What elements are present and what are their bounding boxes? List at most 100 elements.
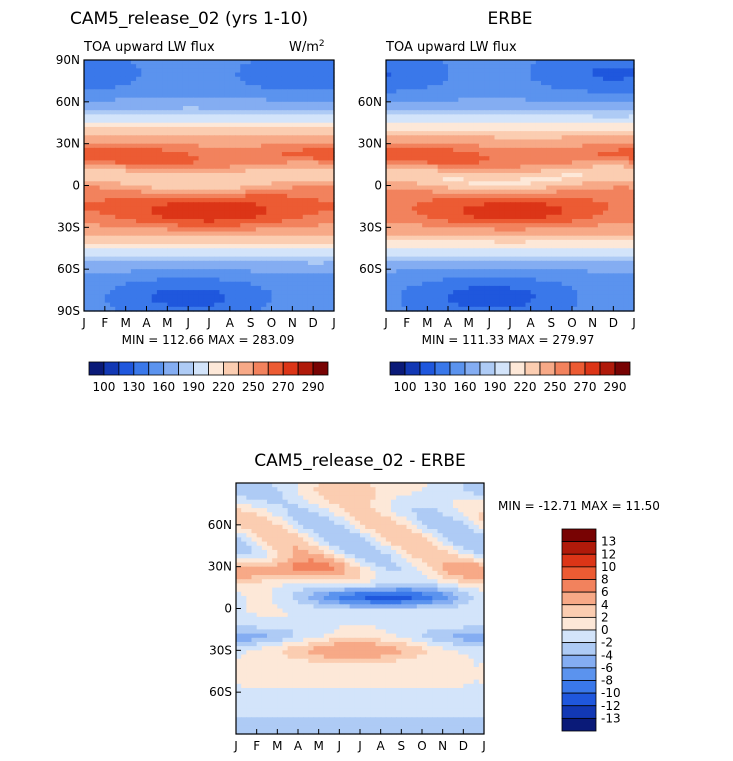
obs-cell <box>453 160 459 166</box>
obs-cell <box>628 227 635 233</box>
model-cell <box>224 164 231 170</box>
model-cell <box>313 80 319 86</box>
model-cell <box>240 156 247 161</box>
obs-cell <box>608 206 614 212</box>
obs-cell <box>561 206 568 212</box>
obs-cell <box>525 160 532 166</box>
model-cell <box>110 147 116 153</box>
obs-cell <box>628 198 635 203</box>
obs-cell <box>499 223 506 228</box>
model-cell <box>130 285 137 291</box>
obs-cell <box>406 101 413 107</box>
model-cell <box>167 64 174 69</box>
obs-cell <box>473 60 480 65</box>
obs-cell <box>525 218 532 224</box>
obs-cell <box>468 72 475 78</box>
model-cell <box>130 239 137 245</box>
model-cell <box>318 273 325 279</box>
obs-cell <box>535 177 542 182</box>
model-cell <box>193 164 200 170</box>
obs-cell <box>592 202 599 208</box>
model-cell <box>151 172 158 178</box>
obs-cell <box>618 131 625 136</box>
obs-cell <box>484 193 490 199</box>
model-cell <box>271 260 278 266</box>
model-cell <box>203 131 210 136</box>
model-cell <box>141 64 148 69</box>
obs-cell <box>597 72 604 78</box>
obs-cell <box>417 198 423 203</box>
obs-cell <box>561 114 568 120</box>
obs-cell <box>623 147 630 153</box>
model-cell <box>156 298 163 304</box>
model-cell <box>104 64 111 69</box>
model-cell <box>130 218 137 224</box>
model-cell <box>104 76 111 82</box>
model-cell <box>250 76 257 82</box>
model-cell <box>89 202 96 208</box>
obs-cell <box>520 185 527 191</box>
model-cell <box>120 172 127 178</box>
obs-cell <box>572 97 578 103</box>
model-cell <box>141 126 148 132</box>
obs-cell <box>479 122 485 128</box>
model-cell <box>224 277 231 283</box>
model-cell <box>292 223 299 228</box>
obs-cell <box>417 223 423 228</box>
obs-cell <box>566 168 573 174</box>
obs-cell <box>406 68 413 74</box>
model-cell <box>235 60 241 65</box>
obs-cell <box>417 143 423 149</box>
model-cell <box>198 227 205 233</box>
model-cell <box>281 156 288 161</box>
model-cell <box>214 223 221 228</box>
model-cell <box>240 177 247 182</box>
model-cell <box>292 273 299 279</box>
obs-cell <box>489 177 496 182</box>
obs-cell <box>525 97 532 103</box>
obs-cell <box>556 114 563 120</box>
obs-cell <box>458 139 465 145</box>
obs-cell <box>603 214 609 220</box>
obs-cell <box>442 147 449 153</box>
model-cell <box>146 93 153 99</box>
model-cell <box>94 110 101 115</box>
obs-cell <box>437 227 444 233</box>
obs-cell <box>448 68 454 74</box>
model-cell <box>240 264 247 270</box>
model-cell <box>188 172 194 178</box>
model-cell <box>115 122 122 128</box>
model-cell <box>94 152 101 157</box>
obs-cell <box>499 168 506 174</box>
model-cell <box>224 231 231 237</box>
model-cell <box>323 239 330 245</box>
obs-cell <box>541 97 547 103</box>
obs-cell <box>453 101 459 107</box>
model-cell <box>307 218 314 224</box>
model-cell <box>271 181 278 187</box>
model-cell <box>255 235 262 241</box>
model-cell <box>120 72 127 78</box>
obs-cell <box>468 202 475 208</box>
model-cell <box>172 135 179 141</box>
model-cell <box>297 122 304 128</box>
model-cell <box>177 244 184 249</box>
model-cell <box>297 147 304 153</box>
obs-cell <box>541 114 547 120</box>
model-cell <box>177 172 184 178</box>
model-cell <box>136 147 142 153</box>
model-cell <box>219 269 226 274</box>
model-cell <box>115 164 122 170</box>
obs-cell <box>448 160 454 166</box>
model-cell <box>219 89 226 95</box>
obs-cell <box>453 89 459 95</box>
obs-cell <box>432 126 439 132</box>
obs-cell <box>479 160 485 166</box>
obs-cell <box>551 126 558 132</box>
obs-cell <box>427 210 434 216</box>
obs-cell <box>473 118 480 124</box>
model-cell <box>250 122 257 128</box>
model-cell <box>229 110 236 115</box>
obs-cell <box>448 152 454 157</box>
model-cell <box>177 160 184 166</box>
